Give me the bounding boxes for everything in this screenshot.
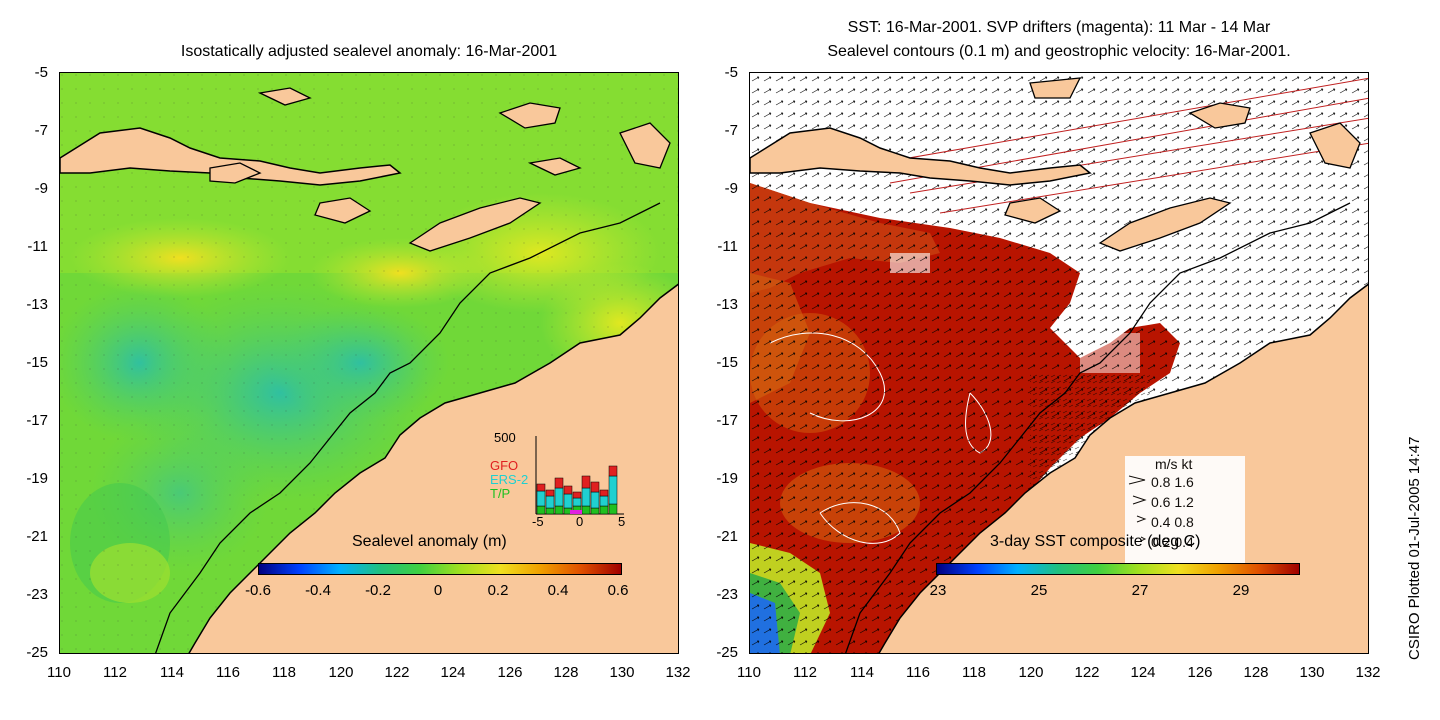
velocity-legend-row: 0.2 0.4 bbox=[1151, 534, 1194, 550]
left-x-tick: 128 bbox=[553, 664, 579, 681]
sla-colorbar-tick: 0.4 bbox=[547, 582, 569, 599]
right-panel-title-line2: Sealevel contours (0.1 m) and geostrophi… bbox=[827, 43, 1291, 60]
right-y-tick: -5 bbox=[724, 64, 738, 81]
left-x-tick: 118 bbox=[272, 664, 296, 681]
left-x-tick: 126 bbox=[497, 664, 523, 681]
left-y-tick: -23 bbox=[26, 586, 48, 603]
left-y-tick: -5 bbox=[34, 64, 48, 81]
satellite-inset-chart: 500 GFO ERS-2 T/P bbox=[490, 430, 640, 535]
sst-colorbar-tick: 29 bbox=[1232, 582, 1250, 599]
sla-colorbar-label: Sealevel anomaly (m) bbox=[352, 533, 507, 550]
left-x-tick: 130 bbox=[609, 664, 635, 681]
left-x-tick: 112 bbox=[103, 664, 127, 681]
sst-colorbar-label: 3-day SST composite (deg C) bbox=[990, 533, 1201, 550]
left-x-tick: 114 bbox=[160, 664, 184, 681]
plot-credit: CSIRO Plotted 01-Jul-2005 14:47 bbox=[1406, 436, 1423, 660]
right-y-tick: -7 bbox=[724, 122, 738, 139]
sst-colorbar-tick: 27 bbox=[1131, 582, 1149, 599]
sst-colorbar-tick: 23 bbox=[929, 582, 947, 599]
left-y-tick: -21 bbox=[26, 528, 48, 545]
right-x-tick: 132 bbox=[1355, 664, 1381, 681]
inset-legend-gfo: GFO bbox=[490, 458, 519, 473]
right-y-tick: -13 bbox=[716, 296, 738, 313]
velocity-legend-header: m/s kt bbox=[1155, 456, 1193, 472]
right-x-tick: 122 bbox=[1074, 664, 1100, 681]
inset-legend-tp: T/P bbox=[490, 486, 511, 501]
sst-colorbar-tick: 25 bbox=[1030, 582, 1048, 599]
right-y-tick: -11 bbox=[717, 238, 738, 255]
inset-x-tick: 5 bbox=[618, 514, 626, 529]
left-y-tick: -11 bbox=[27, 238, 48, 255]
right-x-tick: 130 bbox=[1299, 664, 1325, 681]
right-x-tick: 120 bbox=[1018, 664, 1044, 681]
left-x-tick: 120 bbox=[328, 664, 354, 681]
left-y-tick: -15 bbox=[26, 354, 48, 371]
left-x-tick: 116 bbox=[216, 664, 240, 681]
inset-x-tick: -5 bbox=[532, 514, 544, 529]
sealevel-anomaly-map bbox=[59, 72, 679, 654]
right-x-tick: 126 bbox=[1187, 664, 1213, 681]
right-x-tick: 110 bbox=[737, 664, 761, 681]
left-y-tick: -9 bbox=[34, 180, 48, 197]
right-x-tick: 116 bbox=[906, 664, 930, 681]
sla-colorbar-tick: -0.4 bbox=[305, 582, 331, 599]
inset-y-max: 500 bbox=[494, 430, 516, 445]
inset-legend-ers2: ERS-2 bbox=[490, 472, 529, 487]
right-y-tick: -21 bbox=[716, 528, 738, 545]
left-y-tick: -25 bbox=[26, 644, 48, 661]
right-y-tick: -17 bbox=[716, 412, 738, 429]
right-x-tick: 112 bbox=[793, 664, 817, 681]
left-y-tick: -17 bbox=[26, 412, 48, 429]
velocity-legend-row: 0.6 1.2 bbox=[1151, 494, 1194, 510]
right-y-tick: -15 bbox=[716, 354, 738, 371]
sla-colorbar-tick: 0 bbox=[433, 582, 443, 599]
right-x-tick: 114 bbox=[850, 664, 874, 681]
left-x-tick: 132 bbox=[665, 664, 691, 681]
left-panel-title: Isostatically adjusted sealevel anomaly:… bbox=[180, 43, 558, 60]
sst-velocity-map bbox=[749, 72, 1369, 654]
left-y-tick: -7 bbox=[34, 122, 48, 139]
right-panel-title-line1: SST: 16-Mar-2001. SVP drifters (magenta)… bbox=[847, 19, 1271, 36]
velocity-legend-row: 0.8 1.6 bbox=[1151, 474, 1194, 490]
inset-x-tick: 0 bbox=[576, 514, 584, 529]
velocity-legend-row: 0.4 0.8 bbox=[1151, 514, 1194, 530]
left-x-tick: 110 bbox=[47, 664, 71, 681]
velocity-legend: m/s kt 0.8 1.6 0.6 1.2 0.4 0.8 0.2 0.4 bbox=[1125, 456, 1245, 566]
right-x-tick: 118 bbox=[962, 664, 986, 681]
left-y-tick: -13 bbox=[26, 296, 48, 313]
sla-colorbar-tick: -0.6 bbox=[245, 582, 271, 599]
sst-colorbar bbox=[936, 563, 1300, 575]
sla-colorbar bbox=[258, 563, 622, 575]
right-y-tick: -23 bbox=[716, 586, 738, 603]
left-y-tick: -19 bbox=[26, 470, 48, 487]
right-x-tick: 124 bbox=[1130, 664, 1156, 681]
right-x-tick: 128 bbox=[1243, 664, 1269, 681]
right-y-tick: -19 bbox=[716, 470, 738, 487]
sla-colorbar-tick: -0.2 bbox=[365, 582, 391, 599]
left-x-tick: 124 bbox=[440, 664, 466, 681]
sla-colorbar-tick: 0.6 bbox=[607, 582, 629, 599]
sla-colorbar-tick: 0.2 bbox=[487, 582, 509, 599]
right-y-tick: -25 bbox=[716, 644, 738, 661]
right-y-tick: -9 bbox=[724, 180, 738, 197]
left-x-tick: 122 bbox=[384, 664, 410, 681]
